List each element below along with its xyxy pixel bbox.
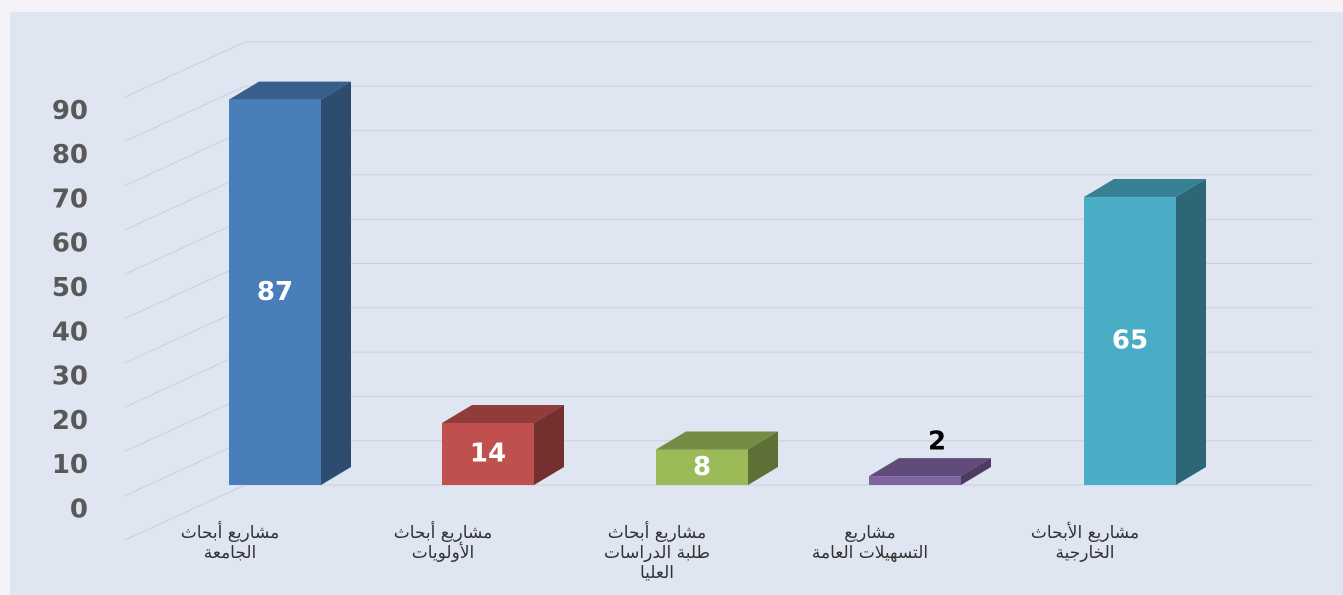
value-label: 14 (470, 438, 506, 468)
y-tick-label: 50 (52, 273, 88, 303)
x-tick-label: مشاريع التسهيلات العامة (811, 523, 929, 563)
bar-side (534, 404, 564, 485)
y-tick-label: 40 (52, 317, 88, 347)
bar-side (1176, 179, 1206, 486)
bar (229, 99, 321, 485)
grid-line (124, 218, 246, 275)
grid-line (124, 440, 246, 497)
grid-line (124, 307, 246, 364)
x-tick-label: مشاريع الأبحاث الخارجية (1030, 523, 1140, 563)
grid-line (124, 395, 246, 452)
bar (656, 449, 748, 485)
bar-top (869, 458, 991, 477)
bar-top (656, 431, 778, 450)
value-label: 2 (928, 427, 946, 457)
x-tick-label: مشاريع أبحاث الأولويات (393, 523, 493, 563)
bar-top (442, 404, 564, 423)
frame-line (124, 41, 246, 98)
y-tick-label: 10 (52, 450, 88, 480)
value-label: 87 (257, 277, 293, 307)
y-tick-label: 70 (52, 184, 88, 214)
value-label: 65 (1112, 326, 1148, 356)
x-tick-label: مشاريع أبحاث الجامعة (180, 523, 280, 563)
bar (869, 476, 961, 485)
bar-side (748, 431, 778, 485)
value-label: 8 (693, 452, 711, 482)
grid-line (124, 174, 246, 231)
grid-line (124, 85, 246, 142)
bar-side (961, 458, 991, 485)
bar (1084, 197, 1176, 486)
grid-line (124, 484, 246, 541)
grid-line (124, 130, 246, 187)
y-tick-label: 80 (52, 140, 88, 170)
y-tick-label: 90 (52, 96, 88, 126)
bar-top (229, 81, 351, 100)
grid-line (124, 263, 246, 319)
y-tick-label: 30 (52, 362, 88, 392)
y-tick-label: 20 (52, 406, 88, 436)
bar (442, 422, 534, 485)
bar-top (1084, 179, 1206, 198)
x-tick-label: مشاريع أبحاث طلبة الدراسات العليا (604, 523, 710, 583)
bar-side (321, 81, 351, 485)
grid-line (124, 351, 246, 408)
y-tick-label: 0 (70, 495, 88, 525)
y-tick-label: 60 (52, 229, 88, 259)
